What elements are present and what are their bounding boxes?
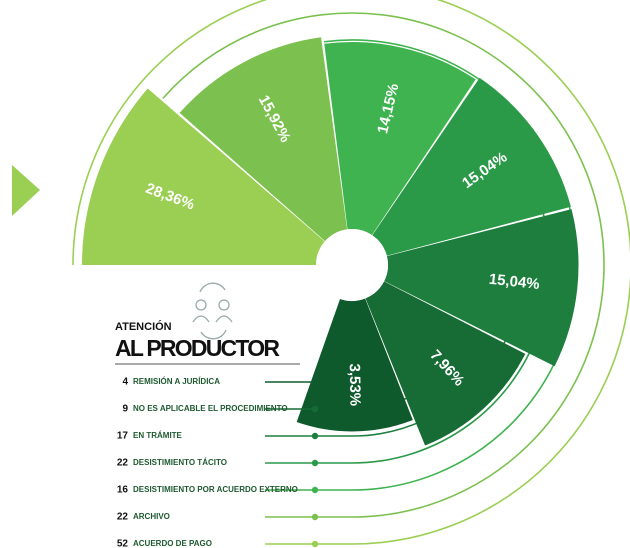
legend-label: NO ES APLICABLE EL PROCEDIMIENTO: [133, 404, 288, 413]
subtitle: AL PRODUCTOR: [115, 335, 280, 361]
slice: [179, 37, 348, 242]
legend-dot: [311, 540, 319, 548]
legend-count: 9: [122, 404, 128, 415]
legend-dot: [311, 513, 319, 521]
value-label: 15,04%: [488, 271, 540, 293]
title: ATENCIÓN: [115, 320, 172, 333]
center-hole: [316, 229, 388, 301]
legend-label: ACUERDO DE PAGO: [133, 539, 212, 548]
connector-arc: [72, 0, 630, 545]
people-icon: [192, 282, 233, 340]
value-label: 3,53%: [346, 363, 364, 406]
legend-dot: [311, 378, 319, 386]
slice: [324, 41, 476, 236]
legend-count: 52: [117, 539, 129, 548]
legend-count: 4: [122, 377, 128, 388]
slice: [372, 77, 571, 256]
legend-label: ARCHIVO: [133, 512, 170, 521]
legend-label: DESISTIMIENTO POR ACUERDO EXTERNO: [133, 485, 298, 494]
legend-count: 17: [117, 431, 129, 442]
slice: [82, 88, 325, 265]
slice: [365, 281, 526, 446]
legend-label: REMISIÓN A JURÍDICA: [133, 377, 220, 386]
legend-count: 22: [117, 458, 129, 469]
arrow-icon: [12, 165, 40, 216]
legend-label: EN TRÁMITE: [133, 431, 183, 440]
legend-dot: [311, 459, 319, 467]
legend-label: DESISTIMIENTO TÁCITO: [133, 458, 227, 467]
connector-arc: [162, 12, 605, 518]
legend-count: 22: [117, 512, 129, 523]
legend-count: 16: [117, 485, 129, 496]
slice: [296, 298, 413, 432]
legend-dot: [311, 432, 319, 440]
slice: [384, 209, 579, 367]
legend-dot: [311, 486, 319, 494]
legend-dot: [311, 405, 319, 413]
